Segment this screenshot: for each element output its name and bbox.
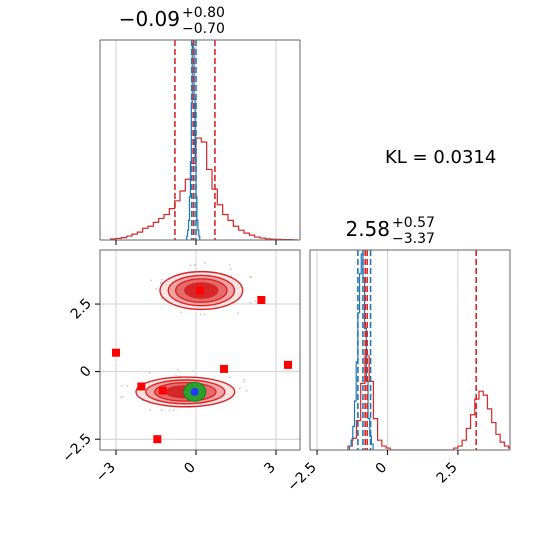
red-square-marker xyxy=(112,348,120,357)
sample-point xyxy=(229,268,232,271)
right-histogram-frame xyxy=(309,249,511,451)
sample-point xyxy=(228,376,231,379)
sample-point xyxy=(245,389,248,392)
sample-point xyxy=(180,311,183,314)
sample-point xyxy=(119,396,122,399)
sample-point xyxy=(150,279,153,282)
x-tick-label: −2.5 xyxy=(285,460,320,495)
x-tick-label: 2.5 xyxy=(434,460,461,487)
scatter-frame xyxy=(99,249,301,451)
panel-title-value: 2.58 xyxy=(345,217,390,241)
panel-title-2: 2.58 +0.57−3.37 xyxy=(345,215,434,247)
blue-point-marker xyxy=(190,387,199,396)
panel-title-0: −0.09 +0.80−0.70 xyxy=(119,5,225,37)
sample-point xyxy=(172,409,175,412)
x-tick-label: 0 xyxy=(373,460,391,478)
sample-point xyxy=(192,370,195,372)
panel-title-upper-error: +0.80 xyxy=(182,5,225,21)
sample-point xyxy=(122,395,124,398)
red-square-marker xyxy=(137,382,146,391)
red-square-marker xyxy=(284,360,292,369)
sample-point xyxy=(199,313,202,316)
x-tick-label: 0 xyxy=(181,460,199,478)
sample-point xyxy=(238,387,241,390)
sample-point xyxy=(254,300,257,303)
blue-histogram xyxy=(348,253,374,450)
sample-point xyxy=(228,263,231,266)
sample-point xyxy=(126,385,129,387)
sample-point xyxy=(249,301,252,304)
y-tick-label: −2.5 xyxy=(59,431,94,466)
panel-title-lower-error: −3.37 xyxy=(392,231,435,247)
sample-point xyxy=(168,409,171,412)
sample-point xyxy=(155,288,158,291)
right-histogram-plot-area xyxy=(316,250,510,450)
red-square-marker xyxy=(153,435,162,444)
red-histogram xyxy=(110,137,298,240)
y-tick-label: 2.5 xyxy=(68,296,95,323)
sample-point xyxy=(160,297,163,300)
sample-point xyxy=(148,371,151,374)
sample-point xyxy=(189,264,192,267)
y-tick-label: 0 xyxy=(77,363,95,381)
sample-point xyxy=(250,276,253,278)
panel-title-upper-error: +0.57 xyxy=(392,215,435,231)
sample-point xyxy=(203,313,205,316)
kl-divergence-label: KL = 0.0314 xyxy=(385,147,497,168)
x-tick-label: 3 xyxy=(261,460,279,478)
scatter-plot-area xyxy=(100,250,300,450)
sample-point xyxy=(160,281,163,284)
top-histogram-plot-area xyxy=(110,40,298,240)
red-square-marker xyxy=(196,286,204,295)
sample-point xyxy=(149,409,152,412)
sample-point xyxy=(121,385,124,387)
sample-point xyxy=(204,262,207,264)
sample-point xyxy=(193,264,196,266)
red-square-marker xyxy=(158,386,167,395)
sample-point xyxy=(237,312,239,314)
panel-title-lower-error: −0.70 xyxy=(182,21,225,37)
red-square-marker xyxy=(257,296,266,304)
sample-point xyxy=(174,374,177,377)
sample-point xyxy=(161,278,164,281)
red-histogram xyxy=(347,355,510,450)
red-square-marker xyxy=(220,364,228,373)
sample-point xyxy=(160,409,163,412)
sample-point xyxy=(243,378,246,381)
top-histogram-frame xyxy=(99,39,301,241)
sample-point xyxy=(177,368,180,371)
sample-point xyxy=(242,380,245,383)
panel-title-value: −0.09 xyxy=(119,7,180,31)
x-tick-label: −3 xyxy=(93,460,119,486)
